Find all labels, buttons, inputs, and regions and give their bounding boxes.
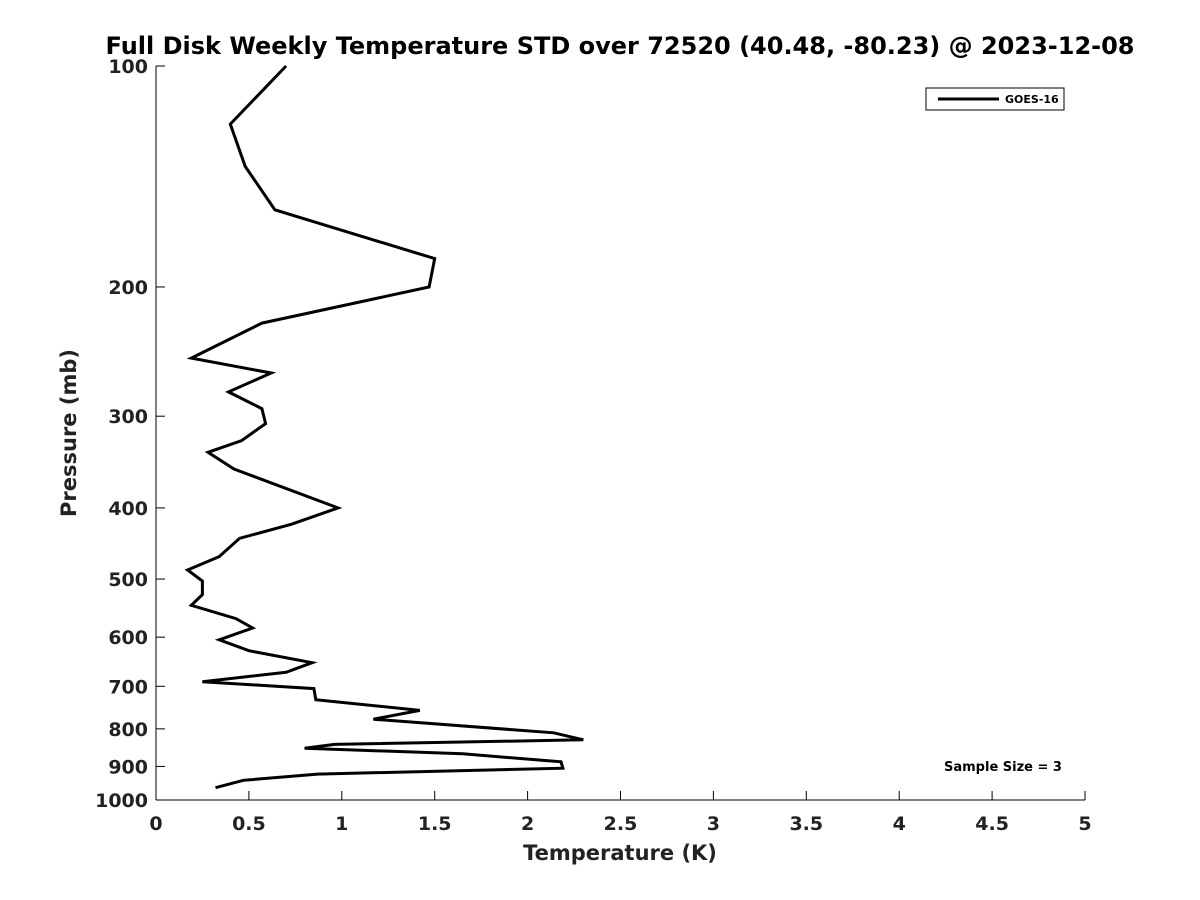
y-tick-label: 100 <box>108 56 148 78</box>
x-tick-label: 0 <box>149 813 162 835</box>
y-tick-label: 300 <box>108 406 148 428</box>
y-tick-label: 600 <box>108 627 148 649</box>
x-tick-label: 3 <box>707 813 720 835</box>
x-axis-label: Temperature (K) <box>523 841 717 865</box>
x-tick-label: 2.5 <box>604 813 638 835</box>
y-tick-label: 200 <box>108 277 148 299</box>
series-line-goes-16 <box>184 64 584 790</box>
x-tick-label: 0.5 <box>232 813 266 835</box>
x-tick-label: 3.5 <box>789 813 823 835</box>
y-tick-label: 400 <box>108 498 148 520</box>
y-tick-label: 700 <box>108 676 148 698</box>
legend: GOES-16 <box>925 87 1065 111</box>
x-tick-label: 5 <box>1078 813 1091 835</box>
y-tick-label: 900 <box>108 756 148 778</box>
chart-title: Full Disk Weekly Temperature STD over 72… <box>106 32 1135 60</box>
y-axis-label: Pressure (mb) <box>57 349 81 517</box>
y-tick-label: 1000 <box>95 790 148 812</box>
x-ticks: 0 0.5 1 1.5 2 2.5 3 3.5 4 4.5 5 <box>149 791 1092 835</box>
y-ticks: 100 200 300 400 500 600 700 800 900 1000 <box>95 56 165 812</box>
y-tick-label: 800 <box>108 719 148 741</box>
sample-size-annotation: Sample Size = 3 <box>944 760 1062 775</box>
x-tick-label: 1 <box>335 813 348 835</box>
legend-label-goes-16: GOES-16 <box>1005 93 1059 106</box>
y-tick-label: 500 <box>108 569 148 591</box>
x-tick-label: 4.5 <box>975 813 1009 835</box>
x-tick-label: 4 <box>893 813 906 835</box>
x-tick-label: 1.5 <box>418 813 452 835</box>
x-tick-label: 2 <box>521 813 534 835</box>
